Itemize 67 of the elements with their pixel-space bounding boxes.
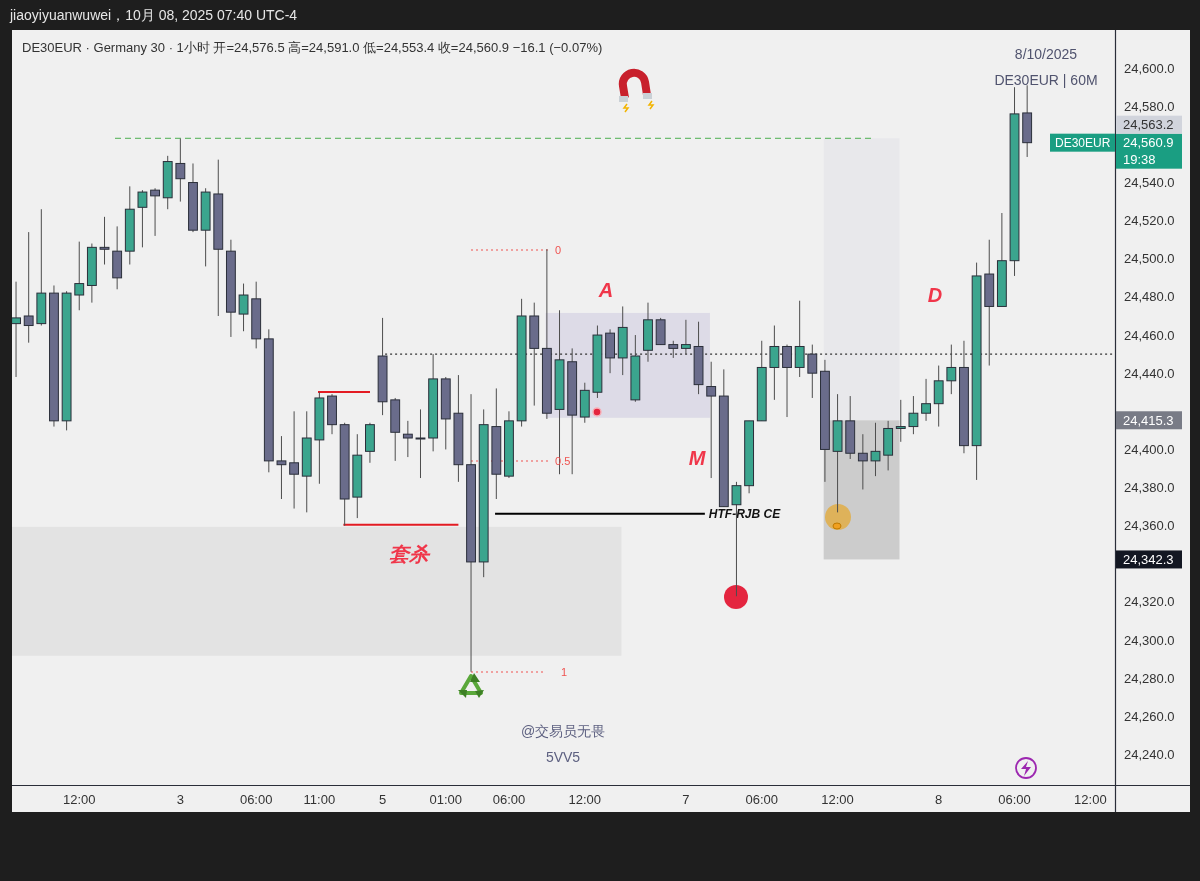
text: 24,563.2 [1123, 117, 1174, 133]
x-tick-label: 5 [378, 791, 387, 807]
annotation: A [597, 279, 614, 301]
y-tick-label: 24,240.0 [1124, 746, 1175, 762]
x-tick-label: 8 [935, 791, 943, 807]
x-tick-label: 06:00 [998, 791, 1031, 807]
y-tick-label: 24,520.0 [1124, 213, 1175, 229]
candlestick [706, 361, 717, 479]
y-tick-label: 24,460.0 [1124, 327, 1175, 343]
annotation: 0 [555, 244, 562, 256]
x-tick-label: 06:00 [239, 791, 273, 807]
text: DE30EUR · Germany 30 · 1小时 开=24,576.5 高=24,591.0 低=24,553.4 收=24,560.9 −16.1 (−0.07%) [22, 39, 603, 55]
y-tick-label: 24,320.0 [1124, 594, 1175, 610]
text: 24,415.3 [1123, 412, 1174, 428]
x-tick-label: 3 [176, 791, 184, 807]
candlestick [23, 231, 34, 344]
x-tick-label: 12:00 [62, 791, 96, 807]
candlestick [289, 410, 300, 510]
candlestick [402, 420, 413, 458]
annotation: @交易员无畏 [520, 723, 606, 739]
x-tick-label: 06:00 [745, 791, 779, 807]
x-tick-label: 12:00 [821, 791, 854, 807]
y-tick-label: 24,580.0 [1124, 98, 1175, 114]
y-tick-label: 24,500.0 [1124, 251, 1175, 267]
annotation: 1 [561, 666, 568, 678]
y-tick-label: 24,280.0 [1124, 670, 1175, 686]
chart-title: jiaoyiyuanwuwei，10月 08, 2025 07:40 UTC-4 [9, 7, 298, 23]
candlestick [857, 433, 868, 490]
candlestick [870, 422, 881, 477]
text: 19:38 [1123, 152, 1156, 168]
candlestick [12, 281, 21, 378]
candlestick [895, 399, 906, 443]
y-tick-label: 24,360.0 [1124, 518, 1175, 534]
annotation: 套杀 [389, 543, 431, 565]
annotation: 8/10/2025 [1014, 46, 1078, 62]
y-tick-label: 24,300.0 [1124, 632, 1175, 648]
x-tick-label: 7 [682, 791, 690, 807]
text: 24,560.9 [1123, 135, 1174, 151]
candlestick [74, 241, 85, 311]
x-tick-label: 01:00 [429, 791, 463, 807]
y-tick-label: 24,260.0 [1124, 708, 1175, 724]
annotation: DE30EUR | 60M [994, 72, 1098, 88]
annotation: 5VV5 [545, 749, 581, 765]
candlestick [921, 378, 931, 422]
annotation: DE30EUR [1055, 135, 1111, 150]
candlestick [933, 365, 944, 428]
x-tick-label: 11:00 [303, 791, 336, 807]
x-tick-label: 12:00 [568, 791, 602, 807]
candlestick [276, 435, 287, 500]
text: 24,342.3 [1123, 551, 1174, 567]
y-tick-label: 24,480.0 [1124, 289, 1175, 305]
candlestick [908, 395, 919, 435]
candlestick [150, 187, 160, 237]
annotation: D [927, 284, 943, 306]
candlestick [238, 283, 249, 332]
y-tick-label: 24,400.0 [1124, 441, 1175, 457]
candlestick [175, 138, 186, 203]
y-tick-label: 24,540.0 [1124, 175, 1175, 191]
candlestick [415, 408, 426, 479]
x-tick-label: 06:00 [492, 791, 526, 807]
y-tick-label: 24,380.0 [1124, 480, 1175, 496]
candlestick [137, 189, 148, 248]
annotation: M [688, 447, 707, 469]
x-tick-label: 12:00 [1074, 791, 1107, 807]
candlestick [99, 216, 110, 266]
y-tick-label: 24,600.0 [1124, 60, 1175, 76]
y-tick-label: 24,440.0 [1124, 365, 1175, 381]
